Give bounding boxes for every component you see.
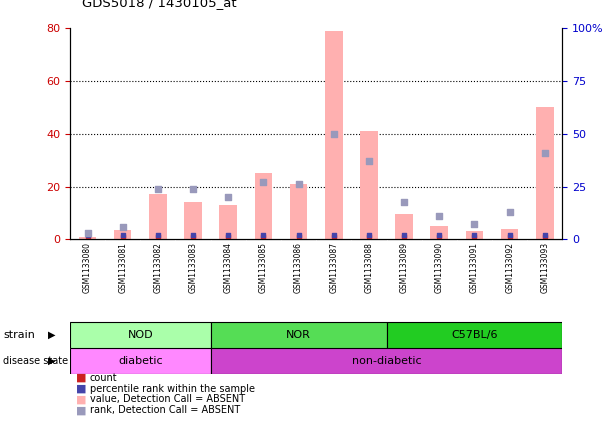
Text: GSM1133082: GSM1133082	[153, 242, 162, 293]
Bar	[255, 173, 272, 239]
Text: ▶: ▶	[48, 330, 55, 340]
Text: GSM1133093: GSM1133093	[541, 242, 549, 293]
Point	[153, 185, 163, 192]
Point	[399, 232, 409, 239]
Point	[153, 232, 163, 239]
Text: ▶: ▶	[48, 356, 55, 366]
Text: GSM1133081: GSM1133081	[118, 242, 127, 293]
Point	[364, 232, 374, 239]
Bar	[78, 237, 96, 239]
Point	[469, 234, 479, 241]
Point	[505, 234, 514, 241]
Text: GSM1133087: GSM1133087	[330, 242, 338, 293]
Bar	[466, 231, 483, 239]
Text: ■: ■	[76, 384, 86, 393]
Text: NOR: NOR	[286, 330, 311, 340]
Point	[118, 223, 128, 230]
Text: GSM1133088: GSM1133088	[364, 242, 373, 293]
Text: GSM1133084: GSM1133084	[224, 242, 233, 293]
Point	[83, 234, 92, 241]
Point	[540, 234, 550, 241]
Text: diabetic: diabetic	[118, 356, 162, 366]
Text: GSM1133090: GSM1133090	[435, 242, 444, 293]
Bar	[219, 205, 237, 239]
Point	[223, 194, 233, 201]
Bar	[70, 322, 210, 348]
Point	[540, 149, 550, 156]
Point	[294, 181, 303, 188]
Point	[294, 234, 303, 241]
Bar	[325, 30, 342, 239]
Point	[329, 234, 339, 241]
Text: GSM1133089: GSM1133089	[399, 242, 409, 293]
Point	[258, 234, 268, 241]
Text: strain: strain	[3, 330, 35, 340]
Bar	[395, 214, 413, 239]
Bar	[210, 322, 387, 348]
Text: GSM1133080: GSM1133080	[83, 242, 92, 293]
Point	[399, 199, 409, 206]
Bar	[70, 348, 210, 374]
Point	[505, 209, 514, 215]
Text: GSM1133083: GSM1133083	[188, 242, 198, 293]
Bar	[501, 229, 519, 239]
Text: value, Detection Call = ABSENT: value, Detection Call = ABSENT	[90, 394, 245, 404]
Text: GSM1133085: GSM1133085	[259, 242, 268, 293]
Point	[434, 213, 444, 220]
Text: NOD: NOD	[128, 330, 153, 340]
Point	[329, 232, 339, 239]
Text: GSM1133086: GSM1133086	[294, 242, 303, 293]
Point	[83, 232, 92, 239]
Point	[399, 234, 409, 241]
Bar	[360, 131, 378, 239]
Bar	[184, 203, 202, 239]
Point	[540, 232, 550, 239]
Text: rank, Detection Call = ABSENT: rank, Detection Call = ABSENT	[90, 405, 240, 415]
Text: C57BL/6: C57BL/6	[451, 330, 498, 340]
Bar	[149, 195, 167, 239]
Text: ■: ■	[76, 405, 86, 415]
Point	[469, 232, 479, 239]
Point	[434, 232, 444, 239]
Point	[364, 158, 374, 165]
Point	[188, 234, 198, 241]
Text: GSM1133091: GSM1133091	[470, 242, 479, 293]
Point	[153, 234, 163, 241]
Point	[258, 232, 268, 239]
Point	[188, 185, 198, 192]
Bar	[430, 226, 448, 239]
Text: percentile rank within the sample: percentile rank within the sample	[90, 384, 255, 393]
Text: non-diabetic: non-diabetic	[351, 356, 421, 366]
Text: ■: ■	[76, 394, 86, 404]
Text: GSM1133092: GSM1133092	[505, 242, 514, 293]
Point	[469, 220, 479, 227]
Point	[294, 232, 303, 239]
Point	[188, 232, 198, 239]
Point	[434, 234, 444, 241]
Point	[83, 230, 92, 236]
Point	[118, 232, 128, 239]
Bar	[387, 322, 562, 348]
Text: GDS5018 / 1430105_at: GDS5018 / 1430105_at	[82, 0, 237, 9]
Point	[223, 232, 233, 239]
Text: ■: ■	[76, 373, 86, 383]
Bar	[210, 348, 562, 374]
Point	[223, 234, 233, 241]
Point	[329, 130, 339, 137]
Bar	[536, 107, 554, 239]
Point	[118, 234, 128, 241]
Text: count: count	[90, 373, 117, 383]
Point	[258, 179, 268, 186]
Point	[505, 232, 514, 239]
Bar	[114, 230, 131, 239]
Point	[364, 234, 374, 241]
Bar	[290, 184, 308, 239]
Text: disease state: disease state	[3, 356, 68, 366]
